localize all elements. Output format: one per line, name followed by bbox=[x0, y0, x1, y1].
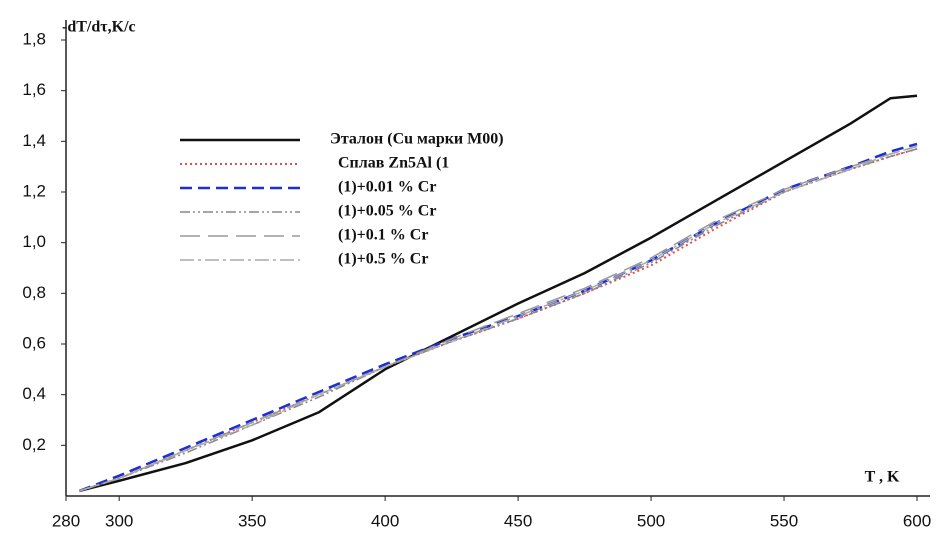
y-tick-label: 1,2 bbox=[22, 181, 46, 200]
x-tick-label: 300 bbox=[105, 511, 133, 530]
legend-label: (1)+0.01 % Cr bbox=[338, 179, 436, 196]
legend-label: (1)+0.05 % Cr bbox=[338, 203, 436, 220]
series-line bbox=[78, 147, 918, 492]
legend-label: Сплав Zn5Al (1 bbox=[338, 155, 449, 172]
y-tick-label: 1,6 bbox=[22, 80, 46, 99]
y-tick-label: 0,8 bbox=[22, 283, 46, 302]
y-tick-label: 0,4 bbox=[22, 384, 46, 403]
x-tick-label: 350 bbox=[238, 511, 266, 530]
x-tick-label: 550 bbox=[770, 511, 798, 530]
legend-label: (1)+0.1 % Cr bbox=[338, 227, 428, 244]
y-tick-label: 1,4 bbox=[22, 131, 46, 150]
y-tick-label: 0,2 bbox=[22, 435, 46, 454]
x-tick-label: 450 bbox=[504, 511, 532, 530]
series-line bbox=[79, 145, 918, 492]
y-tick-label: 1,0 bbox=[22, 232, 46, 251]
y-tick-label: 0,6 bbox=[22, 333, 46, 352]
y-axis-label: -dT/dτ,K/c bbox=[62, 19, 136, 36]
x-tick-label: 600 bbox=[903, 511, 931, 530]
x-tick-label: 280 bbox=[52, 511, 80, 530]
legend-label: Эталон (Cu марки М00) bbox=[330, 131, 504, 148]
legend-label: (1)+0.5 % Cr bbox=[338, 251, 428, 268]
series-line bbox=[79, 145, 918, 492]
y-tick-label: 1,8 bbox=[22, 29, 46, 48]
x-tick-label: 400 bbox=[371, 511, 399, 530]
series-line bbox=[78, 94, 918, 493]
x-tick-label: 500 bbox=[637, 511, 665, 530]
series-line bbox=[78, 142, 918, 493]
x-axis-label: T , K bbox=[865, 469, 900, 486]
